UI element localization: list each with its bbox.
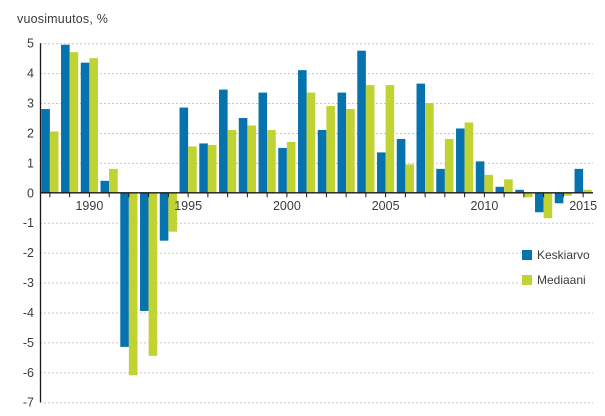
bar-1993-keskiarvo xyxy=(140,192,149,311)
bar-2002-mediaani xyxy=(326,106,335,193)
bar-2011-mediaani xyxy=(504,179,513,193)
bar-1992-mediaani xyxy=(128,192,138,376)
bar-1997-keskiarvo xyxy=(219,89,228,193)
bar-2000-keskiarvo xyxy=(278,147,287,193)
bar-1989-keskiarvo xyxy=(61,44,70,193)
bar-2015-mediaani xyxy=(583,189,592,193)
bar-2005-mediaani xyxy=(385,85,395,193)
bar-1998-mediaani xyxy=(247,125,256,193)
y-label--6: -6 xyxy=(23,366,34,380)
bar-2010-keskiarvo xyxy=(475,161,485,193)
bar-1990-keskiarvo xyxy=(80,62,90,193)
bar-2012-keskiarvo xyxy=(515,189,524,193)
y-label--5: -5 xyxy=(23,336,34,350)
legend-label-mediaani: Mediaani xyxy=(537,273,586,287)
bar-2014-keskiarvo xyxy=(554,192,564,204)
bar-1988-keskiarvo xyxy=(41,109,50,193)
bar-1999-keskiarvo xyxy=(258,92,268,193)
bar-2009-keskiarvo xyxy=(456,128,465,193)
legend-item-mediaani: Mediaani xyxy=(521,272,593,288)
x-label-1995: 1995 xyxy=(174,199,202,213)
bar-1997-mediaani xyxy=(227,129,237,193)
y-label-2: 2 xyxy=(27,126,34,140)
bar-2010-mediaani xyxy=(484,174,493,193)
bar-2003-keskiarvo xyxy=(337,92,347,193)
bar-1999-mediaani xyxy=(267,129,276,193)
x-label-2010: 2010 xyxy=(470,199,498,213)
bar-2015-keskiarvo xyxy=(574,168,584,193)
bar-2002-keskiarvo xyxy=(317,129,327,193)
bar-1991-mediaani xyxy=(109,168,118,193)
y-label--3: -3 xyxy=(23,276,34,290)
bar-2004-keskiarvo xyxy=(357,50,366,193)
bar-2011-keskiarvo xyxy=(495,186,505,193)
legend: Keskiarvo Mediaani xyxy=(521,247,593,288)
bar-1995-mediaani xyxy=(188,146,197,193)
bar-2009-mediaani xyxy=(464,122,474,193)
bar-2008-mediaani xyxy=(444,138,454,193)
y-label--2: -2 xyxy=(23,246,34,260)
y-label-5: 5 xyxy=(27,37,34,51)
bar-1994-keskiarvo xyxy=(159,192,169,241)
bar-2001-mediaani xyxy=(306,92,316,193)
x-label-2000: 2000 xyxy=(273,199,301,213)
bar-1996-mediaani xyxy=(207,144,217,193)
keskiarvo-swatch-icon xyxy=(522,250,532,260)
x-label-2015: 2015 xyxy=(569,199,597,213)
bar-1996-keskiarvo xyxy=(199,143,208,193)
bar-1998-keskiarvo xyxy=(238,118,248,193)
y-label--7: -7 xyxy=(23,396,34,410)
chart-title: vuosimuutos, % xyxy=(17,12,109,26)
mediaani-swatch-icon xyxy=(522,275,532,285)
bar-1993-mediaani xyxy=(148,192,158,356)
bar-1994-mediaani xyxy=(168,192,177,232)
bar-1989-mediaani xyxy=(69,52,79,193)
legend-label-keskiarvo: Keskiarvo xyxy=(537,248,590,262)
bar-2008-keskiarvo xyxy=(436,168,445,193)
y-label-1: 1 xyxy=(27,156,34,170)
bar-2007-mediaani xyxy=(425,103,434,193)
bar-1988-mediaani xyxy=(49,131,59,193)
bar-2012-mediaani xyxy=(523,192,533,198)
bar-2006-keskiarvo xyxy=(396,138,406,193)
x-label-2005: 2005 xyxy=(372,199,400,213)
bar-1992-keskiarvo xyxy=(120,192,129,347)
bar-2004-mediaani xyxy=(365,85,375,193)
y-label-4: 4 xyxy=(27,67,34,81)
bar-2007-keskiarvo xyxy=(416,83,426,193)
bar-1990-mediaani xyxy=(89,58,98,193)
x-label-1990: 1990 xyxy=(75,199,103,213)
bar-2013-mediaani xyxy=(543,192,553,219)
bar-2006-mediaani xyxy=(405,164,414,193)
legend-item-keskiarvo: Keskiarvo xyxy=(521,247,593,263)
y-label-0: 0 xyxy=(27,186,34,200)
bar-2003-mediaani xyxy=(346,109,355,193)
bar-2013-keskiarvo xyxy=(535,192,544,213)
y-label--4: -4 xyxy=(23,306,34,320)
y-label--1: -1 xyxy=(23,216,34,230)
y-label-3: 3 xyxy=(27,97,34,111)
bar-2005-keskiarvo xyxy=(377,152,386,193)
bar-2014-mediaani xyxy=(563,192,572,196)
bar-1991-keskiarvo xyxy=(100,180,110,193)
bar-2001-keskiarvo xyxy=(298,70,307,193)
bar-2000-mediaani xyxy=(286,141,296,193)
bar-1995-keskiarvo xyxy=(179,107,189,193)
